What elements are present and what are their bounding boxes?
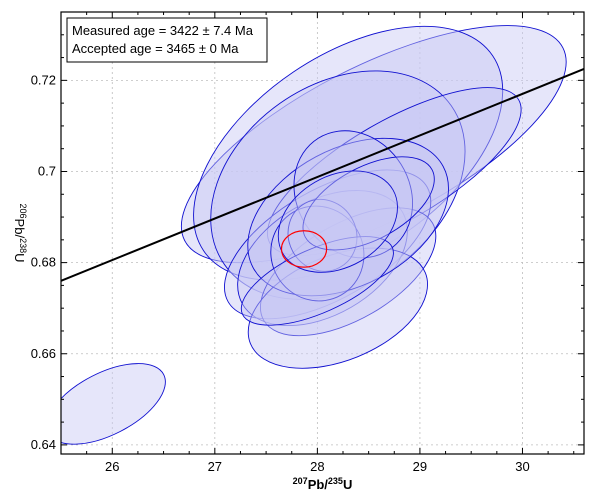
ellipse-layer (34, 0, 597, 461)
y-tick-label: 0.64 (31, 437, 56, 452)
x-axis-label: 207Pb/235U (293, 476, 353, 492)
x-tick-label: 30 (515, 459, 529, 474)
y-tick-label: 0.72 (31, 72, 56, 87)
x-tick-label: 29 (413, 459, 427, 474)
legend-box: Measured age = 3422 ± 7.4 Ma Accepted ag… (67, 18, 267, 62)
legend-measured-age: Measured age = 3422 ± 7.4 Ma (72, 23, 254, 38)
x-tick-label: 26 (105, 459, 119, 474)
x-tick-label: 28 (310, 459, 324, 474)
y-tick-label: 0.68 (31, 255, 56, 270)
y-tick-label: 0.66 (31, 346, 56, 361)
x-tick-label: 27 (208, 459, 222, 474)
y-axis-label: 206Pb/238U (12, 204, 28, 263)
y-tick-label: 0.7 (38, 163, 56, 178)
legend-accepted-age: Accepted age = 3465 ± 0 Ma (72, 41, 239, 56)
